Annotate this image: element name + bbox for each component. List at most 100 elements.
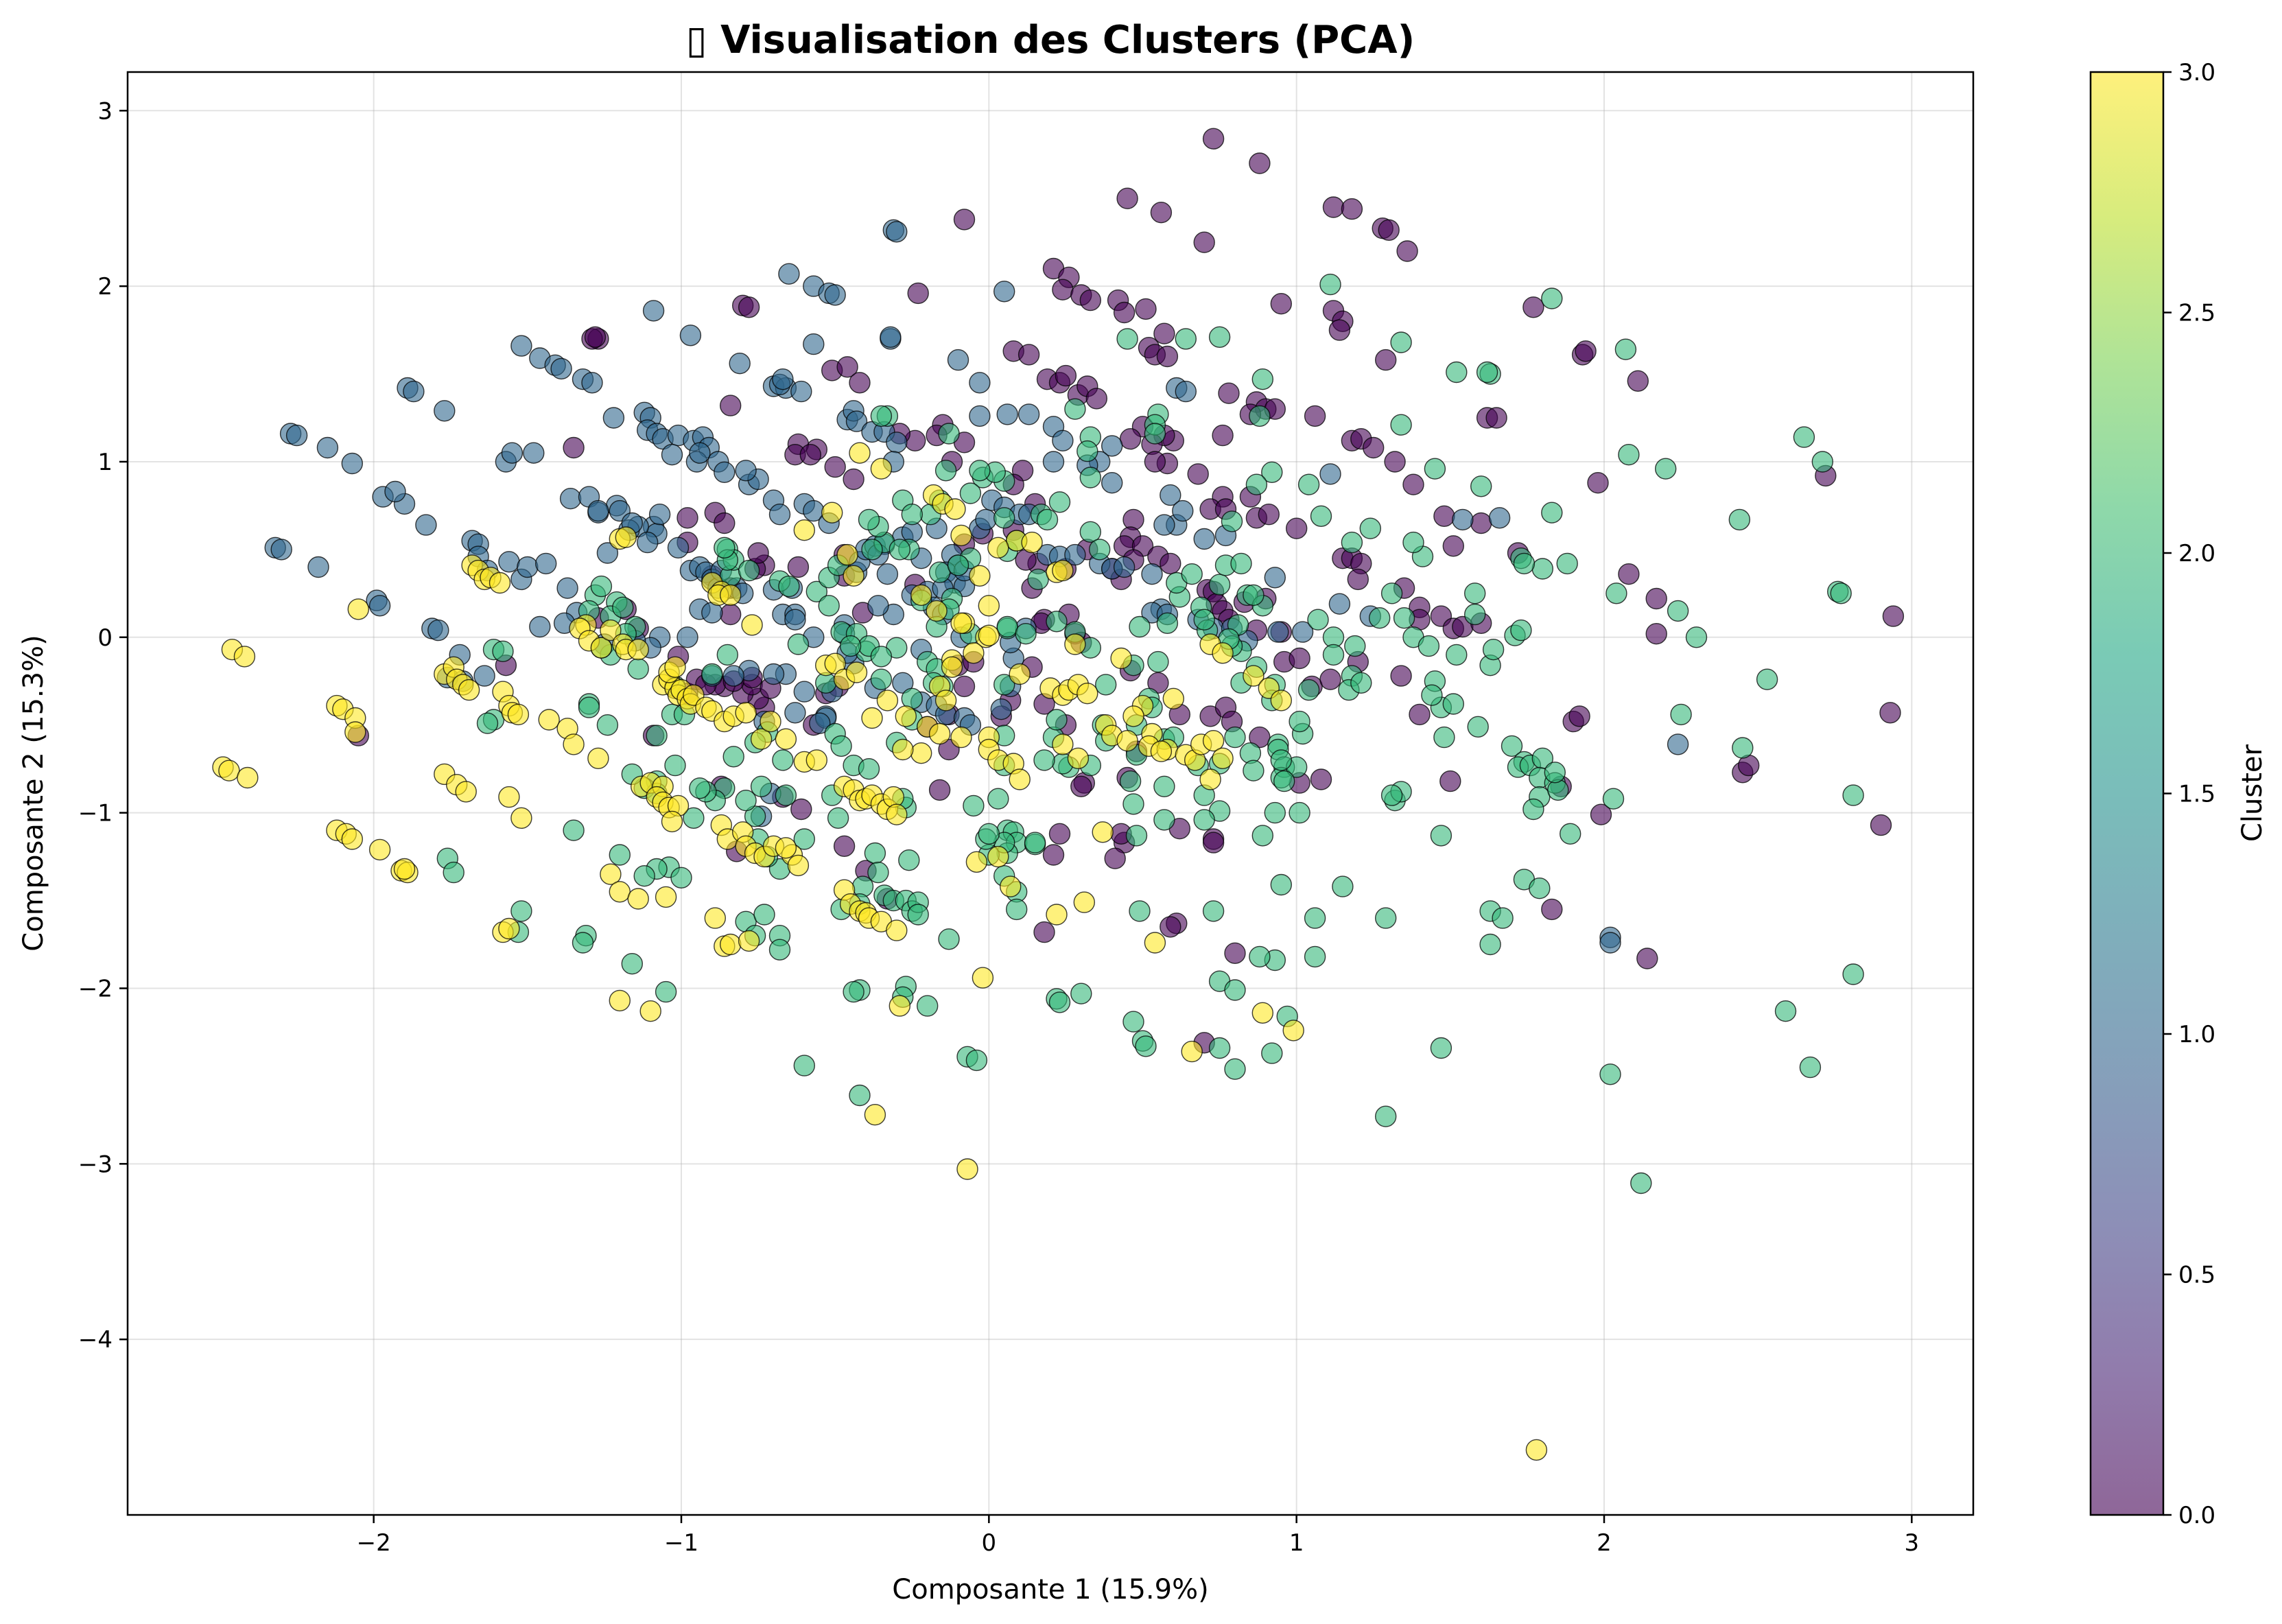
plot-area [128,72,1973,1515]
cluster-2-point [1843,964,1863,985]
cluster-3-point [951,525,972,545]
cluster-3-point [1074,892,1094,913]
cluster-0-point [1157,346,1177,367]
colorbar-label: Cluster [2237,744,2268,842]
cluster-2-point [1606,583,1627,604]
cluster-2-point [1231,553,1251,574]
cluster-2-point [1619,445,1639,465]
cluster-2-point [1305,908,1326,928]
cluster-2-point [1465,583,1485,604]
x-axis-title: Composante 1 (15.9%) [892,1574,1208,1605]
cluster-3-point [945,499,965,519]
cluster-2-point [1560,823,1581,844]
cluster-2-point [1656,458,1676,479]
cluster-0-point [930,779,950,800]
cluster-2-point [1148,652,1168,672]
cluster-0-point [843,469,864,490]
cluster-2-point [1028,569,1048,589]
cluster-3-point [1283,1020,1304,1041]
cluster-1-point [1668,734,1689,755]
cluster-2-point [1831,583,1851,604]
cluster-3-point [794,520,814,541]
cluster-1-point [680,325,701,346]
cluster-0-point [1289,648,1310,669]
cluster-1-point [499,552,519,572]
cluster-1-point [723,666,744,686]
cluster-3-point [775,838,796,858]
cluster-0-point [1305,405,1326,426]
cluster-2-point [723,746,744,767]
cluster-3-point [893,740,913,760]
cluster-0-point [834,836,855,856]
cluster-3-point [511,808,532,828]
cluster-1-point [677,627,698,648]
cluster-1-point [773,369,793,390]
cluster-3-point [847,662,867,683]
cluster-0-point [1203,128,1224,149]
cluster-2-point [1305,946,1326,967]
cluster-2-point [948,555,969,576]
cluster-2-point [1603,788,1624,809]
cluster-1-point [976,509,996,530]
cluster-1-point [1173,501,1193,521]
cluster-0-point [677,508,698,528]
cluster-2-point [1210,574,1230,595]
cluster-0-point [1378,220,1399,240]
cluster-1-point [1452,509,1473,530]
cluster-0-point [1523,297,1544,318]
cluster-3-point [615,527,636,548]
cluster-2-point [859,509,880,530]
cluster-2-point [770,939,790,960]
cluster-3-point [942,657,963,677]
cluster-0-point [1080,290,1101,311]
cluster-2-point [969,460,990,481]
cluster-3-point [1000,876,1021,897]
cluster-2-point [443,862,464,883]
cluster-1-point [991,699,1011,720]
cluster-2-point [1225,980,1245,1000]
cluster-2-point [628,659,648,679]
cluster-3-point [957,1159,978,1179]
cluster-1-point [1329,593,1350,614]
cluster-2-point [1090,539,1110,560]
cluster-2-point [871,646,891,667]
cluster-1-point [785,609,805,630]
cluster-2-point [1194,609,1214,630]
cluster-1-point [779,263,799,284]
cluster-2-point [1332,876,1353,897]
cluster-1-point [690,443,710,463]
cluster-2-point [739,561,760,581]
cluster-3-point [705,908,725,928]
cluster-0-point [1324,197,1344,217]
cluster-2-point [1320,274,1341,295]
cluster-2-point [1360,518,1380,539]
cluster-0-point [1883,606,1903,626]
cluster-3-point [499,919,519,939]
cluster-2-point [1542,502,1562,523]
cluster-2-point [1274,771,1295,792]
cluster-2-point [936,460,956,481]
cluster-1-point [1175,381,1196,402]
cluster-2-point [1222,511,1243,532]
cluster-1-point [969,373,990,393]
cluster-1-point [736,460,756,481]
cluster-0-point [714,513,735,534]
cluster-1-point [416,515,436,535]
cluster-0-point [1348,569,1368,589]
cluster-2-point [1025,832,1046,853]
cluster-2-point [902,504,922,525]
cluster-2-point [579,697,600,718]
cluster-0-point [1637,948,1658,969]
cluster-3-point [720,585,741,605]
cluster-3-point [760,711,781,732]
cluster-0-point [1385,451,1405,472]
cluster-2-point [1729,509,1750,530]
cluster-1-point [582,373,602,393]
cluster-2-point [963,795,984,816]
cluster-2-point [1443,694,1463,714]
colorbar-tick-label: 3.0 [2178,59,2215,86]
cluster-2-point [994,508,1015,528]
cluster-0-point [1646,589,1667,609]
cluster-3-point [930,724,950,744]
